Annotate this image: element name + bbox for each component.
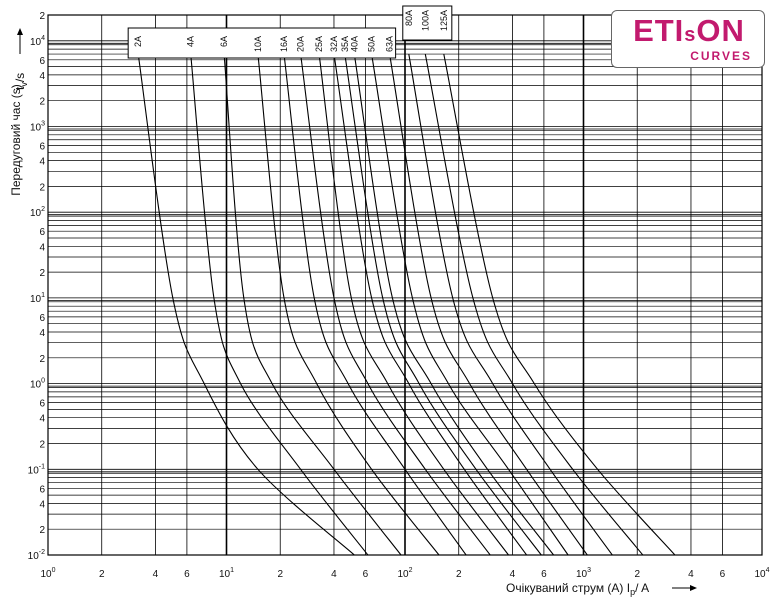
- curve-label-20a: 20A: [296, 36, 306, 52]
- x-tick-label: 4: [510, 569, 516, 580]
- x-tick-label: 6: [541, 569, 547, 580]
- curve-label-100a: 100A: [420, 10, 430, 31]
- y-axis-unit: tv/s: [13, 73, 29, 90]
- label-box-high: [402, 5, 453, 41]
- x-tick-label: 104: [754, 567, 769, 580]
- y-tick-label: 2: [39, 182, 45, 193]
- y-tick-label: 2: [39, 11, 45, 22]
- x-tick-label: 101: [219, 567, 234, 580]
- x-tick-label: 100: [40, 567, 55, 580]
- curve-6a: [223, 54, 402, 556]
- y-tick-label: 101: [30, 292, 45, 305]
- svg-text:tv/s: tv/s: [13, 73, 29, 90]
- y-tick-label: 2: [39, 525, 45, 536]
- y-tick-label: 6: [39, 227, 45, 238]
- y-tick-label: 4: [39, 328, 45, 339]
- y-tick-label: 4: [39, 414, 45, 425]
- y-tick-label: 2: [39, 268, 45, 279]
- brand-name: ETIsON: [633, 13, 745, 48]
- y-tick-label: 4: [39, 499, 45, 510]
- y-tick-label: 10-2: [28, 549, 45, 562]
- y-tick-label: 2: [39, 97, 45, 108]
- curve-25a: [318, 54, 509, 556]
- curves-layer: [137, 53, 676, 556]
- y-tick-label: 2: [39, 354, 45, 365]
- x-tick-label: 6: [720, 569, 726, 580]
- curve-2a: [137, 54, 355, 556]
- y-unit-sub: v: [19, 82, 29, 87]
- x-title-unit: / A: [635, 581, 649, 595]
- x-tick-labels: 100 2 4 6 101 2 4 6 102 2 4 6 103 2 4 6 104: [40, 567, 769, 580]
- curve-4a: [190, 54, 369, 556]
- curve-32a: [333, 54, 528, 556]
- y-tick-labels: 2 104 6 4 2 103 6 4 2 102 6 4 2 101 6 4 2 100 6 4 2 10-1 6 4 2 10…: [28, 11, 46, 562]
- y-tick-label: 103: [30, 120, 45, 133]
- brand-subtitle: CURVES: [690, 49, 752, 63]
- y-unit-t: t: [13, 86, 27, 90]
- curve-63a: [389, 54, 588, 556]
- curve-100a: [424, 53, 644, 556]
- curve-80a: [408, 54, 613, 556]
- curve-label-6a: 6A: [219, 36, 229, 47]
- y-axis-arrowhead: [17, 28, 23, 35]
- curve-labels: 2A 4A 6A 10A 16A 20A 25A 32A 35A 40A 50A 63A 80A 100A…: [133, 10, 449, 52]
- y-axis-title: Передуговий час (s): [9, 84, 23, 196]
- x-tick-label: 6: [363, 569, 369, 580]
- x-title-sub: p: [630, 587, 635, 597]
- y-tick-label: 4: [39, 157, 45, 168]
- x-axis-title: Очікуваний струм (А) Ip/ A: [506, 581, 649, 597]
- y-tick-label: 6: [39, 56, 45, 67]
- y-tick-label: 4: [39, 71, 45, 82]
- curve-label-32a: 32A: [329, 36, 339, 52]
- x-tick-label: 102: [397, 567, 412, 580]
- x-tick-label: 4: [331, 569, 337, 580]
- y-tick-label: 6: [39, 142, 45, 153]
- y-tick-label: 102: [30, 206, 45, 219]
- x-tick-label: 2: [277, 569, 283, 580]
- curve-label-125a: 125A: [439, 10, 449, 31]
- curve-label-16a: 16A: [279, 36, 289, 52]
- x-tick-label: 2: [634, 569, 640, 580]
- x-tick-label: 2: [456, 569, 462, 580]
- x-axis-arrowhead: [690, 585, 697, 591]
- brand-logo: ETIsON CURVES: [611, 10, 765, 68]
- curve-label-2a: 2A: [133, 36, 143, 47]
- curve-label-25a: 25A: [314, 36, 324, 52]
- curve-label-40a: 40A: [349, 36, 359, 52]
- curve-label-50a: 50A: [367, 36, 377, 52]
- curve-label-boxes: [127, 5, 453, 59]
- y-unit-rest: /s: [13, 73, 27, 82]
- y-tick-label: 6: [39, 484, 45, 495]
- curve-10a: [257, 54, 440, 556]
- x-tick-label: 103: [576, 567, 591, 580]
- curve-125a: [443, 53, 676, 556]
- curve-40a: [353, 54, 555, 556]
- curve-50a: [371, 54, 569, 556]
- label-box-low: [127, 27, 397, 59]
- y-tick-label: 104: [30, 35, 45, 48]
- y-tick-label: 6: [39, 399, 45, 410]
- y-tick-label: 6: [39, 313, 45, 324]
- x-tick-label: 2: [99, 569, 105, 580]
- curve-label-10a: 10A: [253, 36, 263, 52]
- curve-label-63a: 63A: [385, 36, 395, 52]
- y-tick-label: 2: [39, 440, 45, 451]
- major-grid: [48, 15, 762, 555]
- curve-label-35a: 35A: [340, 36, 350, 52]
- curve-20a: [300, 54, 491, 556]
- curve-label-4a: 4A: [186, 36, 196, 47]
- curve-35a: [344, 54, 542, 556]
- x-tick-label: 4: [153, 569, 159, 580]
- x-tick-label: 4: [688, 569, 694, 580]
- y-tick-label: 100: [30, 378, 45, 391]
- curve-label-80a: 80A: [404, 10, 414, 26]
- y-tick-label: 10-1: [28, 463, 45, 476]
- curve-16a: [283, 54, 467, 556]
- y-tick-label: 4: [39, 242, 45, 253]
- x-title-text: Очікуваний струм (А) I: [506, 581, 630, 595]
- x-tick-label: 6: [184, 569, 190, 580]
